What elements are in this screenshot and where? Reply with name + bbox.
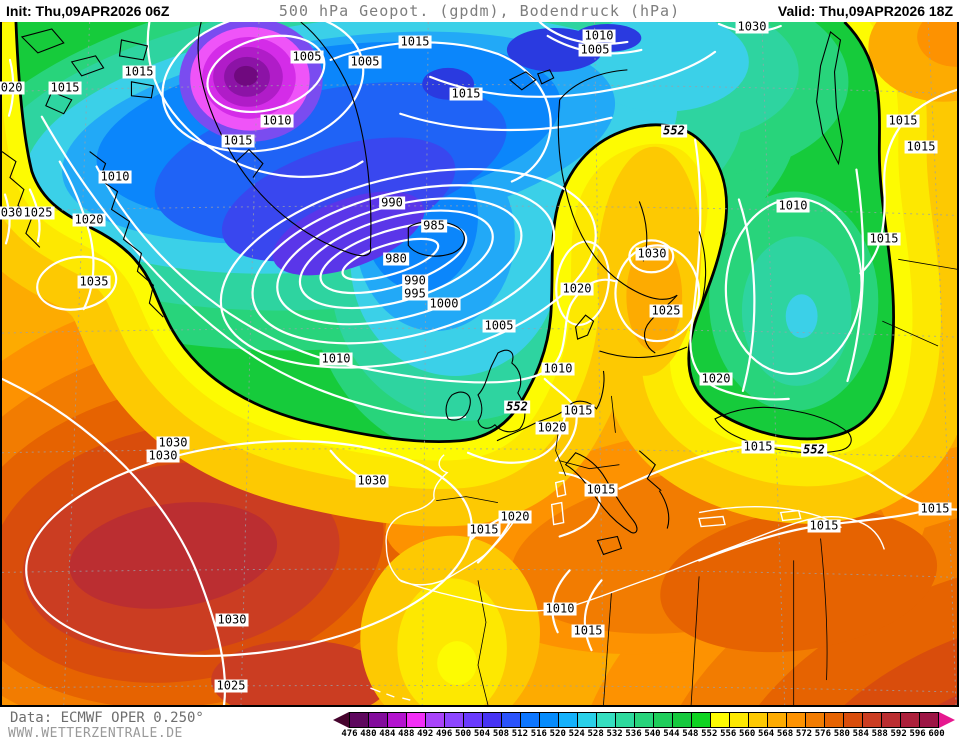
legend-cell <box>730 713 749 727</box>
legend-tick-value: 520 <box>549 729 566 739</box>
legend-cell <box>502 713 521 727</box>
legend-cell <box>768 713 787 727</box>
legend-cell <box>464 713 483 727</box>
map-title: 500 hPa Geopot. (gpdm), Bodendruck (hPa) <box>278 2 681 20</box>
legend-ticks: 476 480 484 488 492 496 500 504 508 512 516 520 524 5… <box>340 729 946 739</box>
legend-cell <box>787 713 806 727</box>
legend-tick-value: 528 <box>587 729 604 739</box>
legend-tick-value: 596 <box>909 729 926 739</box>
legend-cell <box>692 713 711 727</box>
legend-tick-value: 584 <box>852 729 869 739</box>
country-borders <box>436 258 957 705</box>
legend-cell <box>616 713 635 727</box>
color-legend <box>333 712 955 728</box>
legend-right-arrow-icon <box>939 712 955 728</box>
legend-cell <box>407 713 426 727</box>
legend-cell <box>369 713 388 727</box>
legend-left-arrow-icon <box>333 712 349 728</box>
legend-tick-value: 516 <box>530 729 547 739</box>
legend-cell <box>825 713 844 727</box>
legend-cell <box>540 713 559 727</box>
legend-cell <box>863 713 882 727</box>
legend-cell <box>388 713 407 727</box>
legend-tick-value: 536 <box>625 729 642 739</box>
geopotential-552-contour <box>14 22 895 444</box>
legend-tick-value: 476 <box>341 729 358 739</box>
legend-tick-value: 512 <box>511 729 529 739</box>
legend-cell <box>920 713 939 727</box>
valid-time: Valid: Thu,09APR2026 18Z <box>777 3 953 19</box>
legend-tick-value: 496 <box>436 729 453 739</box>
legend-cell <box>597 713 616 727</box>
legend-cell <box>654 713 673 727</box>
legend-cells <box>349 712 939 728</box>
legend-tick-value: 556 <box>720 729 737 739</box>
legend-tick-value: 572 <box>795 729 813 739</box>
legend-tick-value: 508 <box>492 729 510 739</box>
legend-cell <box>635 713 654 727</box>
legend-tick-value: 524 <box>568 729 585 739</box>
legend-cell <box>521 713 540 727</box>
data-source: Data: ECMWF OPER 0.250° <box>10 710 204 726</box>
legend-cell <box>349 713 369 727</box>
website-credit: WWW.WETTERZENTRALE.DE <box>8 726 183 741</box>
legend-cell <box>673 713 692 727</box>
legend-tick-value: 580 <box>833 729 850 739</box>
legend-cell <box>806 713 825 727</box>
legend-tick-value: 588 <box>871 729 888 739</box>
legend-tick-value: 484 <box>379 729 396 739</box>
legend-tick-value: 532 <box>606 729 623 739</box>
legend-tick-value: 504 <box>473 729 491 739</box>
map-footer: Data: ECMWF OPER 0.250° WWW.WETTERZENTRA… <box>0 707 959 741</box>
legend-cell <box>882 713 901 727</box>
legend-cell <box>578 713 597 727</box>
legend-cell <box>426 713 445 727</box>
legend-cell <box>711 713 730 727</box>
legend-tick-value: 480 <box>360 729 377 739</box>
legend-tick-value: 488 <box>398 729 415 739</box>
legend-cell <box>844 713 863 727</box>
map-artwork <box>2 22 957 705</box>
legend-tick-value: 576 <box>814 729 832 739</box>
legend-tick-value: 600 <box>928 729 945 739</box>
coastlines-white <box>370 454 885 701</box>
legend-tick-value: 548 <box>682 729 699 739</box>
legend-cell <box>559 713 578 727</box>
legend-tick-value: 568 <box>776 729 794 739</box>
map-header: Init: Thu,09APR2026 06Z 500 hPa Geopot. … <box>0 0 959 22</box>
legend-tick-value: 540 <box>644 729 661 739</box>
legend-tick-value: 552 <box>701 729 718 739</box>
weather-map: 1015 1005 1005 1010 1005 1030 1015 1010 1015 1015… <box>0 20 959 707</box>
legend-cell <box>749 713 768 727</box>
legend-tick-value: 592 <box>890 729 907 739</box>
init-time: Init: Thu,09APR2026 06Z <box>6 3 170 19</box>
legend-cell <box>483 713 502 727</box>
legend-tick-value: 560 <box>739 729 756 739</box>
legend-cell <box>901 713 920 727</box>
legend-tick-value: 544 <box>663 729 680 739</box>
legend-tick-value: 492 <box>417 729 434 739</box>
legend-tick-value: 564 <box>757 729 775 739</box>
legend-tick-value: 500 <box>454 729 472 739</box>
legend-cell <box>445 713 464 727</box>
